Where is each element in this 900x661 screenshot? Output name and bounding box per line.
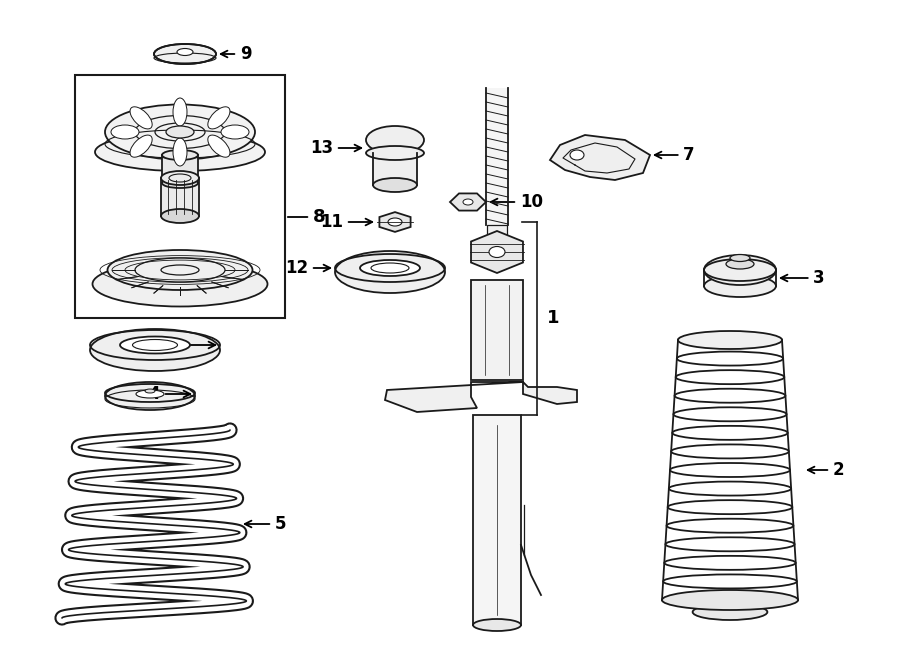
- Ellipse shape: [177, 48, 193, 56]
- Ellipse shape: [463, 199, 473, 205]
- Ellipse shape: [161, 171, 199, 185]
- Bar: [486, 88, 508, 225]
- Ellipse shape: [704, 255, 776, 285]
- Ellipse shape: [173, 138, 187, 166]
- Ellipse shape: [221, 125, 249, 139]
- Ellipse shape: [366, 126, 424, 154]
- Ellipse shape: [208, 107, 230, 129]
- Text: 12: 12: [285, 259, 330, 277]
- Polygon shape: [385, 382, 577, 412]
- Ellipse shape: [662, 590, 798, 610]
- Ellipse shape: [489, 247, 505, 258]
- Ellipse shape: [161, 209, 199, 223]
- Ellipse shape: [136, 390, 164, 398]
- Ellipse shape: [105, 382, 195, 410]
- Ellipse shape: [570, 150, 584, 160]
- Ellipse shape: [726, 259, 754, 269]
- Ellipse shape: [93, 262, 267, 307]
- Text: 9: 9: [220, 45, 252, 63]
- Bar: [471, 280, 523, 380]
- Text: 11: 11: [320, 213, 373, 231]
- Bar: [373, 153, 417, 185]
- Bar: [161, 178, 199, 216]
- Ellipse shape: [95, 133, 265, 171]
- Ellipse shape: [120, 336, 190, 354]
- Text: 2: 2: [808, 461, 844, 479]
- Text: 1: 1: [547, 309, 560, 327]
- Text: 7: 7: [655, 146, 695, 164]
- Ellipse shape: [107, 250, 253, 290]
- Ellipse shape: [373, 178, 417, 192]
- Ellipse shape: [678, 331, 782, 349]
- Bar: [75, 75, 285, 318]
- Ellipse shape: [360, 260, 420, 276]
- Polygon shape: [471, 231, 523, 273]
- Ellipse shape: [335, 251, 445, 293]
- Bar: [162, 155, 198, 183]
- Ellipse shape: [105, 104, 255, 159]
- Ellipse shape: [162, 178, 198, 188]
- Ellipse shape: [130, 107, 152, 129]
- Ellipse shape: [90, 329, 220, 371]
- Bar: [473, 415, 521, 625]
- Text: 10: 10: [491, 193, 543, 211]
- Text: 8: 8: [288, 208, 326, 226]
- Ellipse shape: [111, 125, 139, 139]
- Ellipse shape: [366, 146, 424, 160]
- Ellipse shape: [704, 275, 776, 297]
- Ellipse shape: [173, 98, 187, 126]
- Polygon shape: [450, 194, 486, 211]
- Ellipse shape: [388, 218, 402, 226]
- Ellipse shape: [166, 126, 194, 138]
- Polygon shape: [380, 212, 410, 232]
- Ellipse shape: [162, 150, 198, 160]
- Ellipse shape: [473, 619, 521, 631]
- Text: 6: 6: [139, 336, 215, 354]
- Text: 5: 5: [245, 515, 286, 533]
- Ellipse shape: [130, 135, 152, 157]
- Text: 4: 4: [148, 385, 190, 403]
- Bar: [487, 225, 507, 245]
- Text: 13: 13: [310, 139, 361, 157]
- Ellipse shape: [208, 135, 230, 157]
- Text: 3: 3: [781, 269, 825, 287]
- Ellipse shape: [693, 604, 768, 620]
- Ellipse shape: [145, 389, 155, 393]
- Ellipse shape: [730, 254, 750, 262]
- Polygon shape: [550, 135, 650, 180]
- Ellipse shape: [154, 44, 216, 64]
